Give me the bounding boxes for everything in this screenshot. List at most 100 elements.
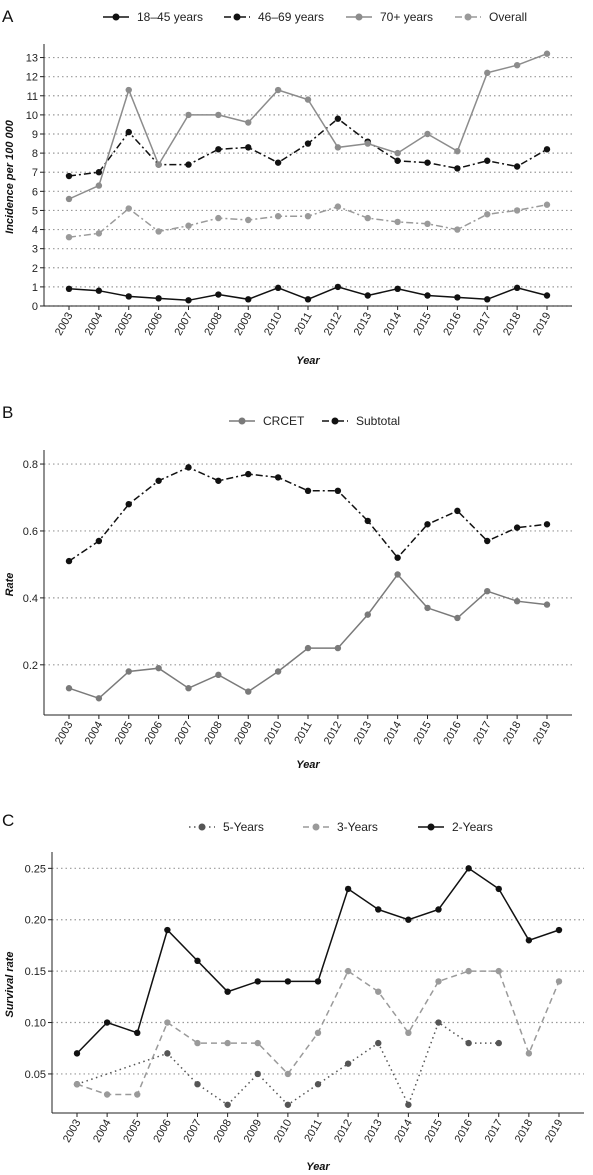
x-tick-label: 2016 bbox=[441, 311, 464, 338]
gridlines bbox=[44, 56, 572, 307]
x-tick-label: 2019 bbox=[543, 1118, 566, 1145]
series-line bbox=[68, 573, 548, 700]
data-point bbox=[215, 214, 222, 222]
data-point bbox=[254, 978, 261, 985]
data-point bbox=[304, 140, 312, 147]
x-tick-label: 2004 bbox=[91, 1118, 114, 1145]
legend-label: 70+ years bbox=[380, 10, 433, 24]
x-tick-label: 2012 bbox=[322, 311, 345, 338]
data-point bbox=[194, 1039, 201, 1047]
legend-label: Overall bbox=[489, 10, 527, 24]
data-point bbox=[424, 220, 431, 228]
y-axis-title: Incidence per 100 000 bbox=[4, 119, 16, 234]
data-point bbox=[344, 967, 352, 975]
data-point bbox=[274, 284, 282, 292]
data-point bbox=[484, 69, 491, 77]
x-tick-label: 2003 bbox=[61, 1118, 84, 1145]
x-tick-label: 2010 bbox=[272, 1118, 295, 1145]
data-point bbox=[424, 159, 431, 166]
data-point bbox=[525, 1050, 533, 1057]
y-tick-label: 3 bbox=[32, 244, 38, 256]
x-tick-label: 2019 bbox=[531, 720, 554, 747]
data-point bbox=[334, 283, 342, 291]
data-point bbox=[454, 294, 461, 301]
data-point bbox=[375, 1039, 382, 1047]
data-point bbox=[394, 285, 401, 292]
x-tick-label: 2009 bbox=[232, 311, 255, 338]
legend-label: 5-Years bbox=[223, 820, 264, 834]
data-point bbox=[454, 148, 461, 155]
data-point bbox=[164, 1019, 171, 1026]
data-point bbox=[543, 292, 551, 299]
data-point bbox=[73, 1081, 81, 1088]
y-tick-label: 0.10 bbox=[25, 1018, 46, 1030]
data-point bbox=[304, 487, 312, 495]
data-point bbox=[513, 524, 521, 531]
data-point bbox=[543, 146, 551, 153]
x-tick-label: 2007 bbox=[181, 1118, 204, 1145]
data-point bbox=[513, 163, 521, 170]
data-point bbox=[134, 1029, 141, 1037]
x-tick-label: 2014 bbox=[382, 311, 405, 338]
y-tick-label: 1 bbox=[32, 282, 38, 294]
panel-b-letter: B bbox=[2, 403, 13, 422]
x-tick-label: 2007 bbox=[172, 720, 195, 747]
data-point bbox=[103, 1091, 111, 1098]
x-tick-label: 2015 bbox=[411, 311, 434, 338]
data-point bbox=[134, 1091, 141, 1098]
series-18-45-years bbox=[65, 283, 551, 304]
data-point bbox=[513, 284, 521, 292]
data-point bbox=[103, 1019, 111, 1026]
series-line bbox=[68, 203, 548, 238]
data-point bbox=[185, 685, 192, 692]
panel-b: B 0.2 0.4 0.6 0.8 2003 2004 2005 2006 2007 2008 20… bbox=[2, 403, 572, 771]
x-tick-label: 2006 bbox=[143, 311, 166, 338]
series-46-69-years bbox=[65, 115, 551, 180]
panel-a-letter: A bbox=[2, 7, 14, 26]
x-tick-label: 2006 bbox=[143, 720, 166, 747]
data-point bbox=[95, 169, 103, 176]
x-tick-label: 2015 bbox=[422, 1118, 445, 1145]
data-point bbox=[424, 130, 431, 138]
x-tick-label: 2016 bbox=[453, 1118, 476, 1145]
x-tick-label: 2011 bbox=[292, 311, 314, 337]
x-tick-label: 2008 bbox=[202, 720, 225, 747]
data-point bbox=[394, 149, 401, 157]
data-point bbox=[95, 182, 103, 189]
data-point bbox=[125, 205, 132, 212]
data-point bbox=[465, 967, 472, 975]
gridlines bbox=[44, 463, 572, 666]
data-point bbox=[274, 668, 282, 675]
data-point bbox=[375, 906, 382, 913]
data-point bbox=[364, 517, 371, 525]
data-point bbox=[245, 470, 252, 478]
data-point bbox=[405, 1101, 412, 1108]
data-point bbox=[344, 1060, 352, 1067]
x-tick-label: 2017 bbox=[471, 720, 494, 747]
y-axis-title: Survival rate bbox=[4, 951, 16, 1017]
series-2-years bbox=[73, 865, 563, 1057]
series-line bbox=[68, 52, 548, 200]
y-tick-label: 0.8 bbox=[23, 459, 38, 471]
data-point bbox=[424, 521, 431, 528]
data-point bbox=[334, 144, 342, 151]
series-line bbox=[76, 867, 560, 1054]
data-point bbox=[394, 554, 401, 561]
x-tick-label: 2004 bbox=[83, 311, 106, 338]
data-point bbox=[65, 557, 73, 565]
panel-c: C 0.05 0.10 0.15 0.20 0.25 2003 2004 2005 2006 20… bbox=[2, 811, 584, 1173]
data-point bbox=[245, 296, 252, 303]
data-point bbox=[215, 111, 222, 119]
data-point bbox=[185, 161, 192, 168]
x-tick-label: 2004 bbox=[83, 720, 106, 747]
series-line bbox=[76, 1021, 499, 1107]
data-point bbox=[334, 115, 342, 122]
data-point bbox=[495, 885, 502, 893]
data-point bbox=[484, 157, 491, 164]
data-point bbox=[65, 234, 73, 241]
x-tick-label: 2011 bbox=[302, 1118, 324, 1144]
data-point bbox=[185, 297, 192, 304]
legend-label: CRCET bbox=[263, 414, 305, 428]
data-point bbox=[254, 1039, 261, 1047]
x-tick-label: 2009 bbox=[242, 1118, 265, 1145]
